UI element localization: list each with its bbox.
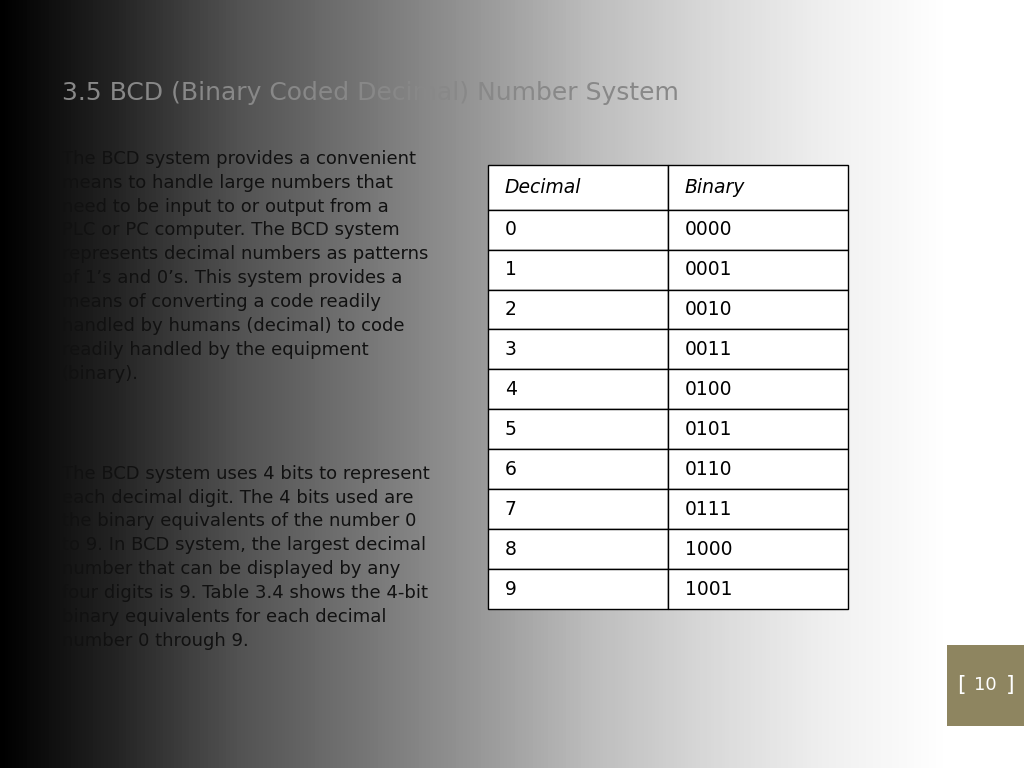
Text: 9: 9 — [505, 580, 517, 598]
Text: 0111: 0111 — [685, 500, 732, 518]
Bar — [487, 529, 668, 569]
Text: The BCD system provides a convenient
means to handle large numbers that
need to : The BCD system provides a convenient mea… — [61, 150, 428, 382]
Bar — [668, 489, 848, 529]
Bar — [487, 210, 668, 250]
Text: 0101: 0101 — [685, 420, 732, 439]
Bar — [668, 210, 848, 250]
Text: Decimal: Decimal — [505, 178, 582, 197]
Text: Binary: Binary — [685, 178, 745, 197]
Bar — [487, 489, 668, 529]
Text: 5: 5 — [505, 420, 517, 439]
Text: 7: 7 — [505, 500, 517, 518]
Bar — [668, 529, 848, 569]
Text: 1001: 1001 — [685, 580, 732, 598]
Bar — [668, 329, 848, 369]
Bar — [487, 165, 668, 210]
Bar — [487, 329, 668, 369]
Bar — [487, 369, 668, 409]
Text: 0100: 0100 — [685, 380, 732, 399]
Bar — [668, 369, 848, 409]
Bar — [668, 250, 848, 290]
Text: 2: 2 — [505, 300, 517, 319]
Text: 0: 0 — [505, 220, 517, 239]
Text: Codes in PLC - IE337: Codes in PLC - IE337 — [981, 392, 990, 499]
Bar — [668, 409, 848, 449]
Text: 0001: 0001 — [685, 260, 732, 279]
Text: 6: 6 — [505, 460, 517, 478]
Bar — [487, 449, 668, 489]
Text: 3.5 BCD (Binary Coded Decimal) Number System: 3.5 BCD (Binary Coded Decimal) Number Sy… — [61, 81, 679, 104]
Text: 1: 1 — [505, 260, 517, 279]
Text: [: [ — [956, 675, 966, 696]
Text: Chapter 3: Number Systems and: Chapter 3: Number Systems and — [981, 253, 990, 423]
Bar — [487, 250, 668, 290]
Bar — [487, 409, 668, 449]
Bar — [947, 645, 1024, 726]
Bar — [668, 569, 848, 609]
Text: 8: 8 — [505, 540, 517, 558]
Text: 1000: 1000 — [685, 540, 732, 558]
Text: 0110: 0110 — [685, 460, 732, 478]
Bar — [487, 569, 668, 609]
Text: 0011: 0011 — [685, 340, 732, 359]
Text: 0000: 0000 — [685, 220, 732, 239]
Text: 10: 10 — [974, 677, 997, 694]
Bar — [668, 290, 848, 329]
Text: 4: 4 — [505, 380, 517, 399]
Bar — [487, 290, 668, 329]
Text: 3: 3 — [505, 340, 517, 359]
Text: The BCD system uses 4 bits to represent
each decimal digit. The 4 bits used are
: The BCD system uses 4 bits to represent … — [61, 465, 429, 650]
Text: ]: ] — [1006, 675, 1015, 696]
Bar — [668, 449, 848, 489]
Text: 0010: 0010 — [685, 300, 732, 319]
Bar — [668, 165, 848, 210]
